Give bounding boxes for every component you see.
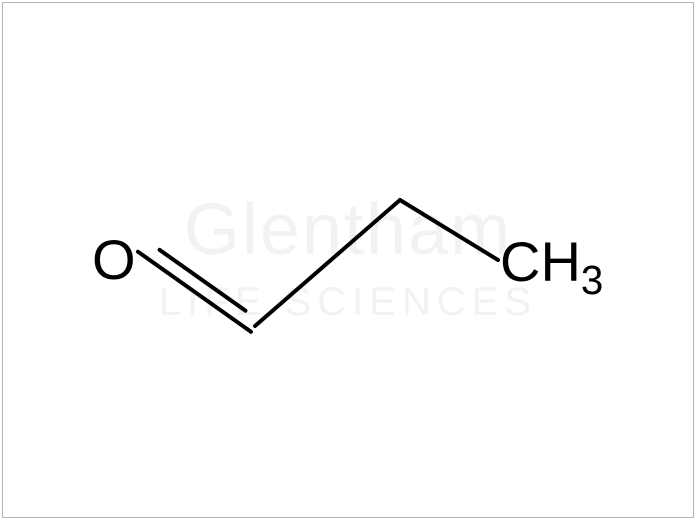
atom-methyl-label: CH <box>500 230 581 293</box>
atom-methyl-subscript: 3 <box>581 257 603 303</box>
atom-methyl: CH3 <box>500 234 603 290</box>
atom-oxygen-label: O <box>92 228 136 291</box>
atom-oxygen: O <box>92 232 136 288</box>
